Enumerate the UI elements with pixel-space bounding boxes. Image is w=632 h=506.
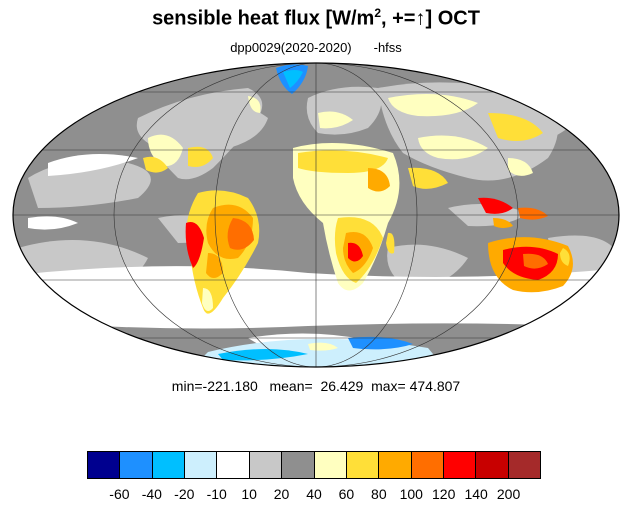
colorbar-swatch — [443, 452, 477, 478]
stats-mean-label: mean= — [269, 378, 313, 394]
colorbar-swatch — [249, 452, 283, 478]
colorbar-swatch — [88, 452, 121, 478]
colorbar-swatch — [411, 452, 444, 478]
colorbar-tick-label: -10 — [206, 486, 227, 502]
stats-min: -221.180 — [202, 378, 258, 394]
stats-max-label: max= — [371, 378, 406, 394]
stats-mean: 26.429 — [320, 378, 364, 394]
europe — [306, 86, 382, 135]
colorbar-swatch — [120, 452, 153, 478]
colorbar-tick-label: 60 — [338, 486, 355, 502]
colorbar-tick-label: -60 — [109, 486, 130, 502]
stats-min-label: min= — [171, 378, 203, 394]
chart-subtitle: dpp0029(2020-2020) -hfss — [0, 40, 632, 55]
colorbar-tick-label: 140 — [464, 486, 488, 502]
colorbar-tick-label: 120 — [432, 486, 456, 502]
colorbar-tick-label: -40 — [141, 486, 162, 502]
colorbar-tick-label: 10 — [241, 486, 257, 502]
stats-line: min=-221.180 mean= 26.429 max= 474.807 — [0, 378, 632, 394]
colorbar — [87, 451, 541, 479]
title-suffix: , +=↑] OCT — [381, 7, 480, 30]
colorbar-tick-label: 40 — [306, 486, 322, 502]
maritime-continent — [478, 197, 548, 228]
chart-title: sensible heat flux [W/m2, +=↑] OCT — [0, 6, 632, 31]
subtitle-variable: -hfss — [373, 40, 402, 55]
colorbar-swatch — [217, 452, 250, 478]
colorbar-tick-label: -20 — [174, 486, 195, 502]
colorbar-tick-label: 20 — [273, 486, 290, 502]
title-prefix: sensible heat flux [W/m — [152, 7, 375, 30]
colorbar-swatch — [314, 452, 347, 478]
greenland-inner — [283, 70, 303, 88]
subtitle-run: dpp0029(2020-2020) — [230, 40, 352, 55]
colorbar-swatch — [346, 452, 380, 478]
colorbar-swatch — [476, 452, 509, 478]
stats-max: 474.807 — [409, 378, 461, 394]
colorbar-swatch — [152, 452, 186, 478]
mollweide-map — [12, 62, 620, 368]
colorbar-swatch — [379, 452, 412, 478]
colorbar-tick-label: 80 — [371, 486, 387, 502]
north-america — [136, 88, 263, 180]
colorbar-swatch — [508, 452, 541, 478]
australia — [488, 237, 573, 293]
colorbar-swatch — [282, 452, 315, 478]
globe-outline — [12, 62, 620, 368]
south-america — [185, 190, 260, 314]
colorbar-tick-label: 100 — [399, 486, 423, 502]
colorbar-tick-label: 200 — [496, 486, 521, 502]
africa — [293, 143, 400, 291]
title-superscript: 2 — [374, 6, 382, 20]
asia — [378, 82, 558, 189]
new-zealand — [582, 292, 592, 304]
colorbar-swatch — [185, 452, 218, 478]
